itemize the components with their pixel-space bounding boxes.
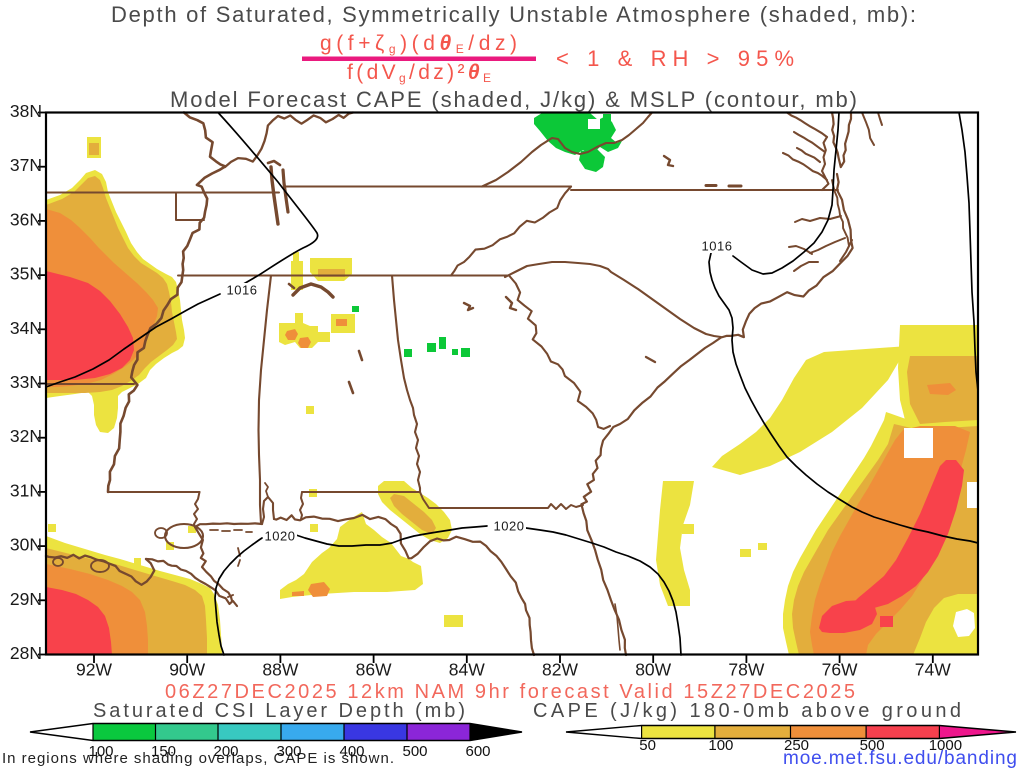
svg-text:Depth of Saturated, Symmetrica: Depth of Saturated, Symmetrically Unstab…: [111, 2, 916, 27]
svg-text:200: 200: [213, 743, 238, 760]
svg-text:32N: 32N: [10, 426, 42, 446]
svg-text:74W: 74W: [915, 660, 951, 680]
svg-text:400: 400: [339, 743, 364, 760]
svg-text:28N: 28N: [10, 643, 42, 663]
svg-text:1016: 1016: [227, 283, 258, 298]
svg-text:1000: 1000: [929, 737, 962, 754]
svg-text:g(f+ζg)(dθE/dz): g(f+ζ g)(d θ E/dz): [320, 32, 517, 56]
svg-text:150: 150: [151, 743, 176, 760]
svg-text:30N: 30N: [10, 535, 42, 555]
svg-text:82W: 82W: [542, 660, 578, 680]
svg-text:31N: 31N: [10, 480, 42, 500]
svg-text:50: 50: [639, 737, 656, 754]
svg-text:35N: 35N: [10, 264, 42, 284]
svg-text:88W: 88W: [262, 660, 298, 680]
svg-text:100: 100: [88, 743, 113, 760]
svg-text:f(dVg/dz)²θE: f(dV g/dz)² θ E: [347, 61, 491, 85]
svg-text:86W: 86W: [356, 660, 392, 680]
svg-text:80W: 80W: [635, 660, 671, 680]
svg-text:29N: 29N: [10, 589, 42, 609]
svg-text:78W: 78W: [728, 660, 764, 680]
svg-text:< 1 & RH > 95%: < 1 & RH > 95%: [556, 46, 794, 71]
svg-text:76W: 76W: [822, 660, 858, 680]
svg-text:84W: 84W: [449, 660, 485, 680]
svg-text:moe.met.fsu.edu/banding: moe.met.fsu.edu/banding: [783, 748, 1017, 768]
svg-text:1020: 1020: [265, 529, 296, 544]
svg-text:500: 500: [860, 737, 885, 754]
svg-text:CAPE (J/kg) 180-0mb above grou: CAPE (J/kg) 180-0mb above ground: [533, 700, 961, 722]
svg-text:92W: 92W: [76, 660, 112, 680]
svg-text:36N: 36N: [10, 209, 42, 229]
svg-text:37N: 37N: [10, 155, 42, 175]
svg-text:In regions where shading overl: In regions where shading overlaps, CAPE …: [2, 750, 394, 767]
svg-text:600: 600: [465, 743, 490, 760]
svg-text:Saturated CSI Layer Depth (mb): Saturated CSI Layer Depth (mb): [93, 700, 465, 722]
svg-text:90W: 90W: [169, 660, 205, 680]
svg-text:1016: 1016: [702, 239, 733, 254]
svg-text:33N: 33N: [10, 372, 42, 392]
svg-text:34N: 34N: [10, 318, 42, 338]
svg-text:38N: 38N: [10, 101, 42, 121]
svg-text:300: 300: [276, 743, 301, 760]
svg-text:500: 500: [402, 743, 427, 760]
svg-text:1020: 1020: [494, 519, 525, 534]
svg-text:100: 100: [708, 737, 733, 754]
svg-text:250: 250: [784, 737, 809, 754]
